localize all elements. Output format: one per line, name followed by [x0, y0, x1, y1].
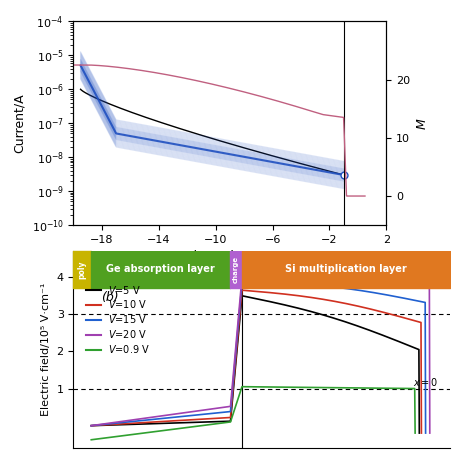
V=20 V [116, 419, 122, 425]
V=5 V [89, 423, 94, 428]
V=0.9 V [89, 437, 94, 443]
Line: V=10 V: V=10 V [91, 290, 421, 433]
V=5 V [239, 293, 245, 299]
V=20 V [292, 273, 298, 279]
V=5 V [237, 315, 243, 320]
V=20 V [155, 414, 160, 419]
Y-axis label: M: M [416, 118, 428, 128]
V=10 V [89, 423, 94, 428]
V=20 V [427, 430, 433, 436]
V=10 V [239, 287, 245, 293]
V=15 V [318, 283, 323, 289]
V=0.9 V [155, 428, 160, 434]
Line: V=20 V: V=20 V [91, 276, 430, 433]
V=10 V [197, 417, 202, 422]
V=15 V [423, 430, 428, 436]
V=10 V [155, 419, 160, 425]
V=5 V [116, 422, 122, 428]
V=15 V [237, 302, 243, 308]
Text: (b): (b) [100, 292, 118, 304]
V=0.9 V [116, 433, 122, 439]
V=15 V [116, 420, 122, 426]
V=5 V [417, 430, 422, 436]
Text: $x=0$: $x=0$ [412, 375, 438, 388]
V=5 V [215, 419, 221, 424]
Line: V=0.9 V: V=0.9 V [91, 387, 415, 440]
V=10 V [316, 296, 321, 301]
Text: Si multiplication layer: Si multiplication layer [285, 264, 407, 274]
V=5 V [155, 421, 160, 427]
V=10 V [215, 415, 221, 421]
V=20 V [197, 408, 202, 413]
V=5 V [197, 419, 202, 425]
V=0.9 V [313, 384, 319, 390]
Y-axis label: Electric field/10⁵ V·cm⁻¹: Electric field/10⁵ V·cm⁻¹ [41, 283, 51, 416]
V=0.9 V [215, 420, 221, 426]
X-axis label: Bias voltage/V: Bias voltage/V [185, 250, 275, 264]
Line: V=5 V: V=5 V [91, 296, 419, 433]
V=15 V [197, 412, 202, 418]
V=20 V [319, 273, 325, 279]
V=0.9 V [239, 384, 245, 390]
V=15 V [155, 416, 160, 422]
V=20 V [89, 423, 94, 428]
V=15 V [89, 423, 94, 428]
Text: Ge absorption layer: Ge absorption layer [107, 264, 215, 274]
Legend: $\it{V}$=5 V, $\it{V}$=10 V, $\it{V}$=15 V, $\it{V}$=20 V, $\it{V}$=0.9 V: $\it{V}$=5 V, $\it{V}$=10 V, $\it{V}$=15… [82, 280, 154, 359]
V=15 V [239, 280, 245, 286]
V=10 V [237, 310, 243, 315]
V=20 V [237, 297, 243, 302]
Text: charge: charge [233, 256, 239, 283]
V=10 V [419, 430, 424, 436]
Line: V=15 V: V=15 V [91, 283, 426, 433]
V=20 V [215, 405, 221, 411]
V=15 V [215, 410, 221, 416]
V=0.9 V [197, 423, 202, 429]
Y-axis label: Current/A: Current/A [13, 93, 26, 153]
V=5 V [315, 310, 320, 316]
V=10 V [116, 421, 122, 427]
Text: poly: poly [78, 260, 87, 279]
V=0.9 V [237, 390, 243, 396]
V=0.9 V [412, 430, 418, 436]
